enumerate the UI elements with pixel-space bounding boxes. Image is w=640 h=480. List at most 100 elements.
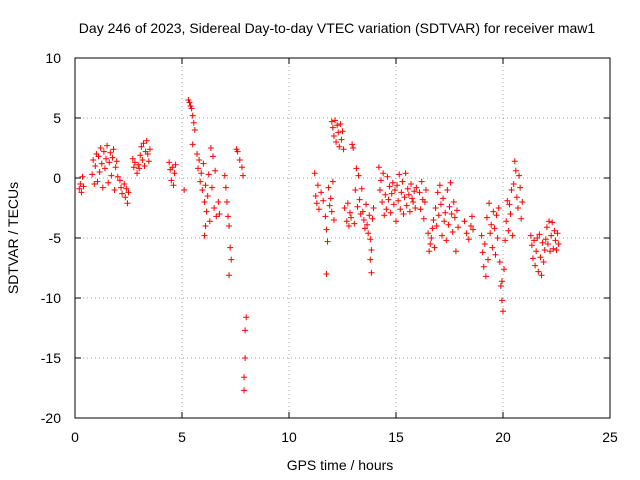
data-point (330, 133, 337, 139)
data-point (221, 172, 228, 179)
data-point (89, 171, 96, 178)
data-point (353, 165, 360, 172)
data-point (122, 194, 129, 201)
data-point (432, 205, 439, 211)
data-point (405, 191, 412, 198)
data-point (201, 199, 208, 205)
data-point (114, 173, 121, 180)
data-point (399, 178, 406, 185)
data-point (204, 193, 211, 199)
data-point (76, 185, 83, 192)
data-point (512, 167, 519, 174)
data-point (496, 259, 503, 265)
data-point (239, 172, 246, 179)
y-tick-label: -20 (41, 410, 61, 426)
data-point (225, 213, 232, 220)
data-point (168, 177, 175, 184)
data-point (406, 208, 413, 215)
data-point (370, 205, 377, 211)
data-point (555, 241, 562, 247)
data-point (100, 148, 107, 155)
data-point (470, 226, 477, 233)
data-point (315, 206, 322, 213)
data-point (514, 205, 521, 211)
data-point (531, 237, 538, 244)
data-point (532, 262, 539, 269)
data-point (98, 160, 105, 167)
data-point (330, 217, 337, 223)
data-point (500, 308, 506, 315)
data-point (137, 152, 144, 159)
data-point (385, 196, 392, 203)
data-point (479, 249, 486, 256)
data-point (323, 271, 330, 277)
data-point (215, 199, 222, 205)
data-point (344, 200, 351, 207)
data-point (311, 170, 318, 177)
data-point (109, 154, 116, 161)
data-point (243, 314, 250, 321)
data-point (402, 170, 409, 177)
data-point (350, 145, 357, 151)
data-point (323, 226, 330, 233)
data-point (396, 171, 403, 178)
data-point (236, 157, 243, 163)
data-point (516, 172, 523, 179)
y-tick-label: -10 (41, 290, 61, 306)
x-tick-label: 0 (71, 429, 79, 445)
data-point (375, 164, 382, 171)
data-point (119, 190, 126, 197)
data-point (528, 242, 535, 249)
data-point (547, 248, 554, 255)
data-point (338, 136, 345, 143)
y-tick-label: 0 (53, 170, 61, 186)
data-point (226, 223, 233, 229)
data-point (390, 201, 397, 208)
data-point (534, 235, 541, 241)
data-point (401, 194, 408, 201)
data-point (503, 218, 510, 225)
data-point (488, 221, 495, 228)
data-point (478, 232, 485, 239)
data-point (99, 184, 106, 191)
data-point (329, 178, 336, 185)
data-point (314, 182, 321, 189)
data-point (413, 184, 420, 191)
data-point (527, 232, 534, 239)
data-point (416, 189, 423, 196)
data-point (242, 327, 249, 334)
data-point (436, 182, 443, 189)
data-point (493, 212, 500, 219)
data-point (335, 129, 342, 136)
data-point (468, 213, 475, 220)
data-point (495, 205, 502, 211)
data-point (529, 255, 536, 262)
data-point (351, 220, 358, 227)
data-point (352, 187, 359, 193)
data-point (195, 165, 202, 172)
data-point (313, 200, 320, 207)
data-point (190, 119, 197, 126)
data-point (359, 208, 366, 215)
data-point (409, 195, 416, 202)
data-point (421, 199, 428, 205)
data-point (339, 128, 346, 135)
data-point (509, 232, 516, 239)
data-point (329, 124, 336, 131)
data-point (510, 181, 517, 187)
data-point (241, 387, 248, 394)
data-point (498, 297, 505, 304)
data-point (554, 230, 561, 237)
data-point (320, 197, 327, 204)
data-point (200, 160, 207, 167)
data-point (196, 157, 203, 163)
data-point (169, 164, 176, 171)
data-point (103, 155, 110, 162)
data-points (76, 97, 562, 394)
data-point (358, 185, 365, 192)
data-point (455, 224, 462, 231)
data-point (465, 236, 472, 243)
data-point (443, 237, 450, 244)
data-point (549, 219, 556, 226)
data-point (366, 212, 373, 219)
